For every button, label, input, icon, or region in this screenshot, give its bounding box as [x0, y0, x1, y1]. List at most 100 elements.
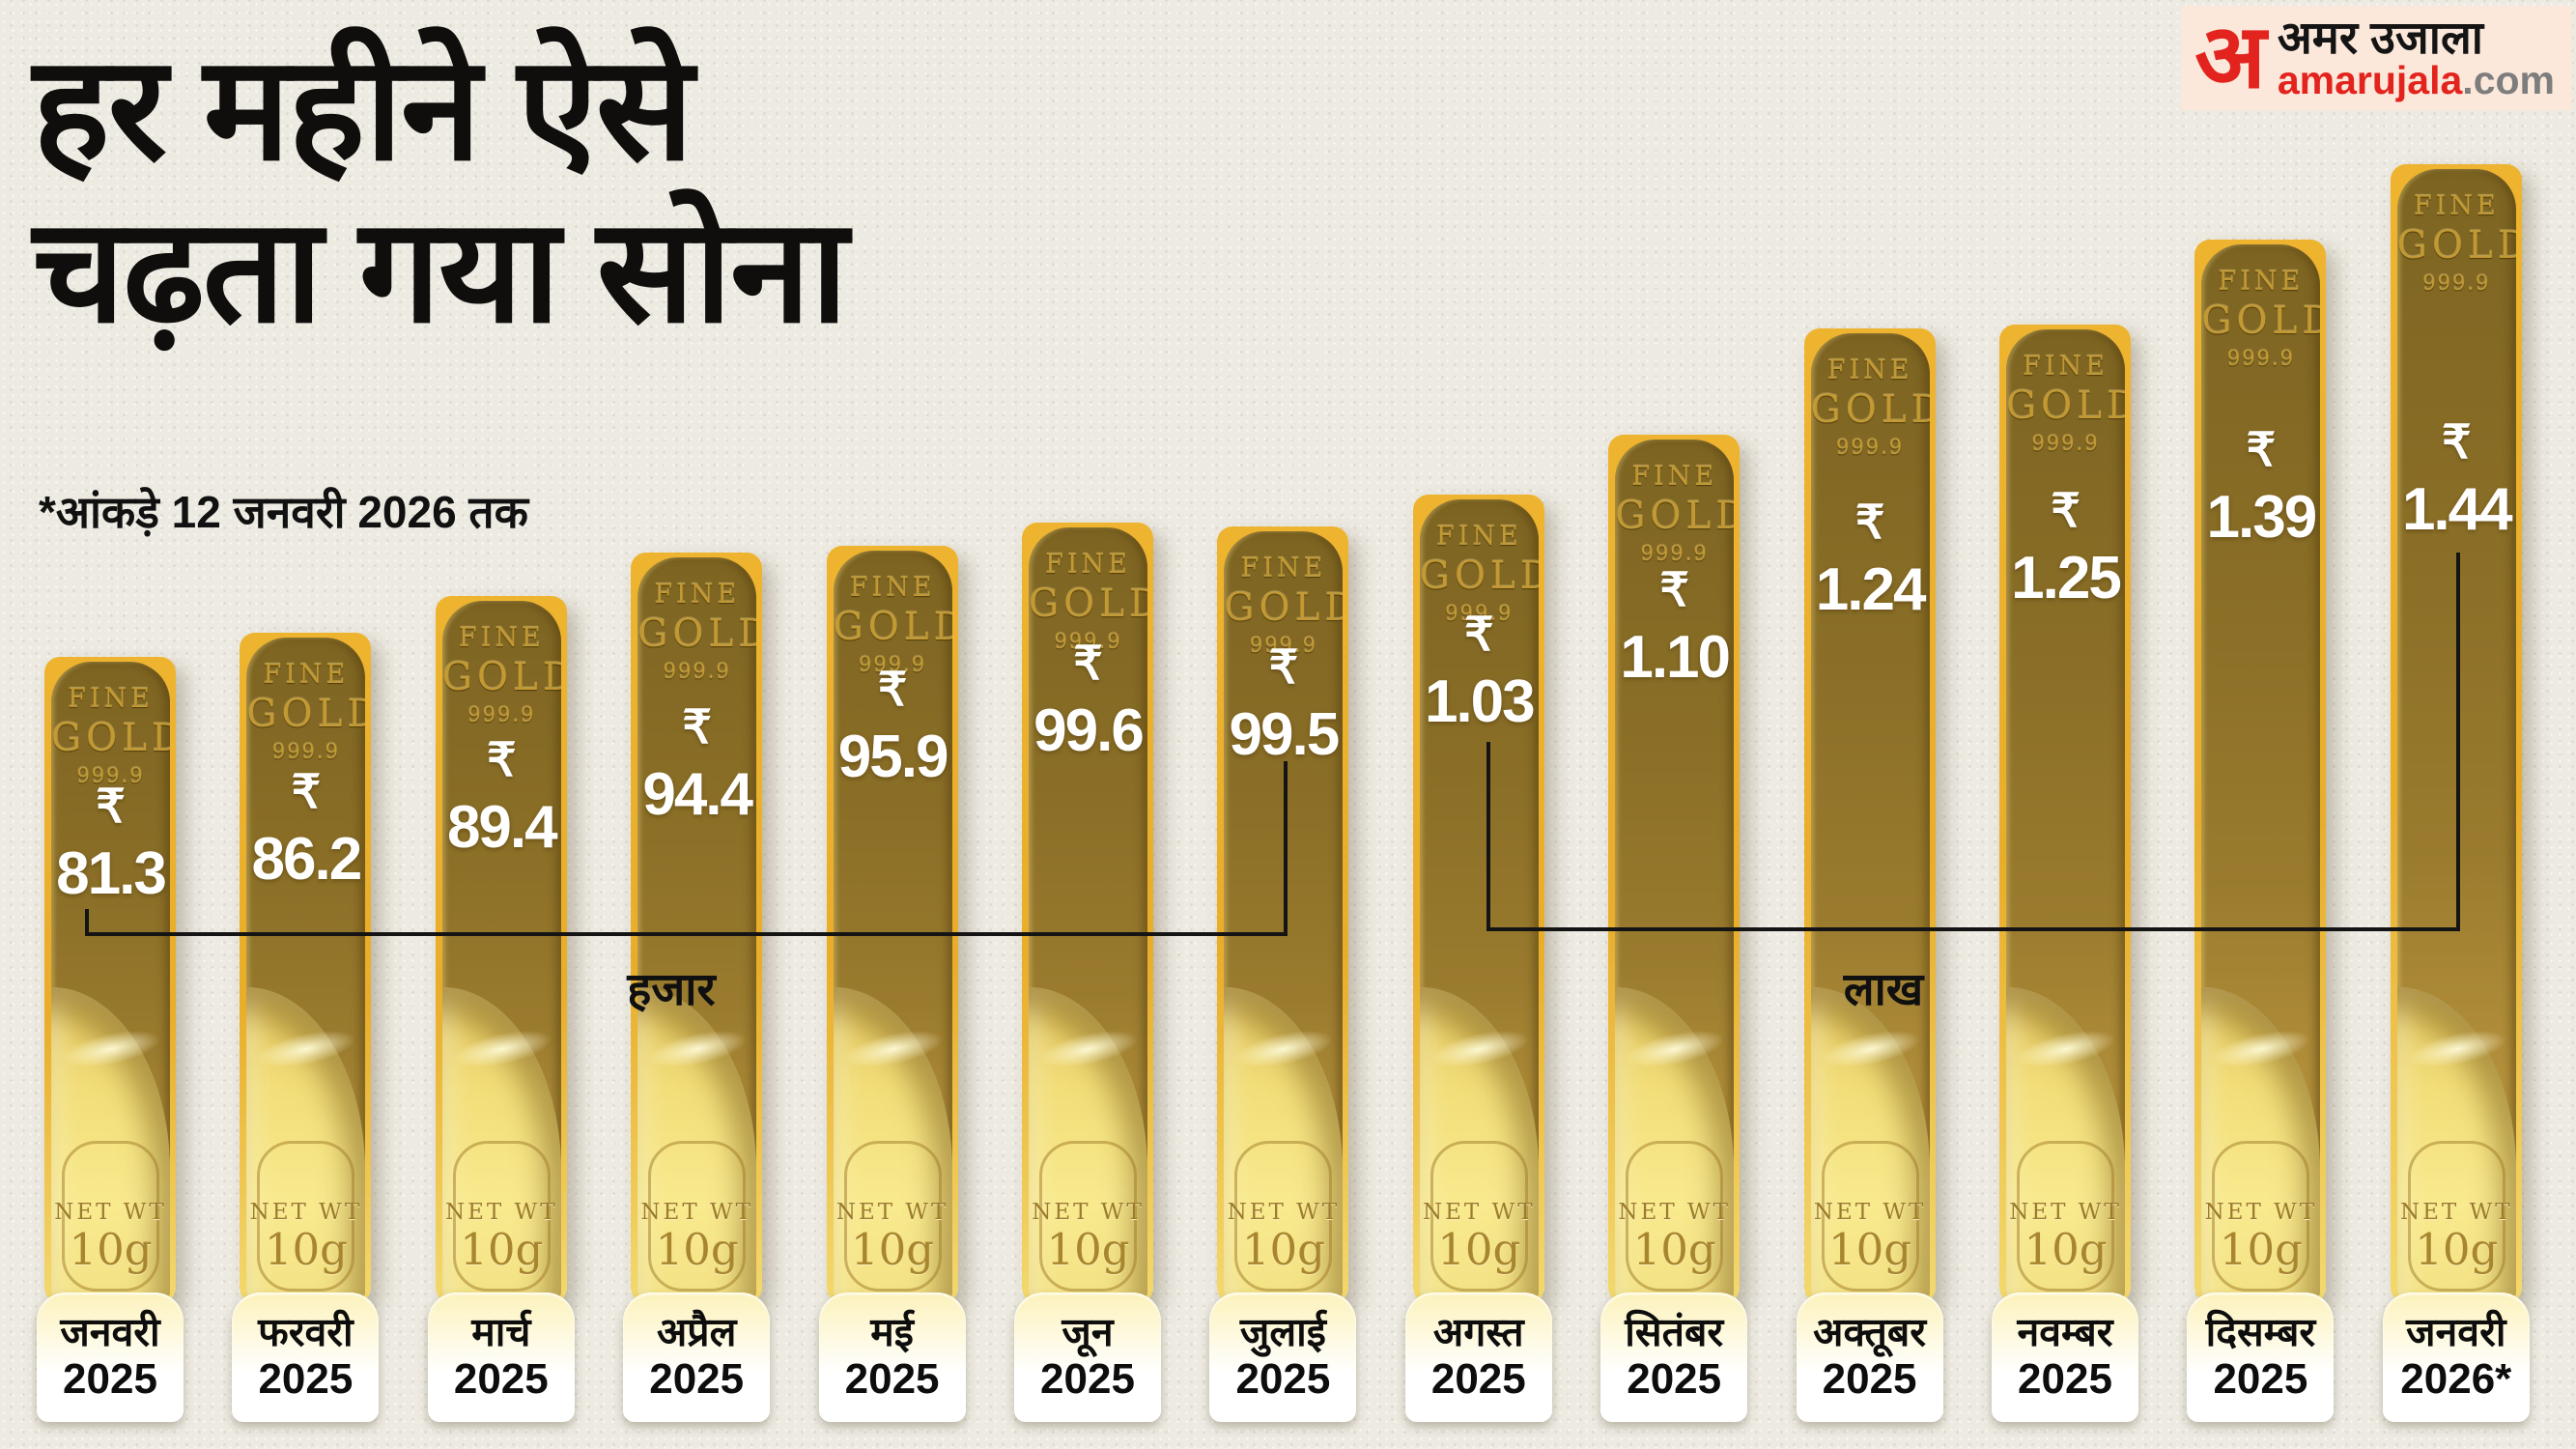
gold-bar-face: FINE GOLD 999.9 ₹ 1.03 NET WT 10g — [1419, 499, 1539, 1306]
gold-bar: FINE GOLD 999.9 ₹ 1.10 NET WT 10g — [1608, 435, 1741, 1306]
gold-bar-face: FINE GOLD 999.9 ₹ 81.3 NET WT 10g — [51, 662, 170, 1306]
month-year: 2025 — [1040, 1355, 1135, 1404]
bar-value: 94.4 — [642, 761, 753, 828]
net-wt-ring — [1039, 1141, 1137, 1292]
bar-value: 99.5 — [1229, 701, 1341, 768]
stamp-net-wt: NET WT — [2400, 1200, 2513, 1226]
lakh-bracket-line — [1486, 927, 2460, 931]
stamp-weight: 10g — [2219, 1223, 2303, 1275]
net-wt-ring — [1430, 1141, 1528, 1292]
stamp-net-wt: NET WT — [445, 1200, 558, 1226]
rupee-symbol: ₹ — [2246, 425, 2277, 476]
stamp-purity: 999.9 — [1836, 435, 1905, 459]
month-name: जनवरी — [60, 1310, 160, 1355]
net-wt-stamp: NET WT 10g — [246, 1200, 365, 1273]
lakh-bracket-stub-right — [2456, 553, 2460, 931]
fine-gold-stamp: FINE GOLD 999.9 — [637, 579, 756, 684]
bar-value-block: ₹ 99.6 — [1029, 637, 1147, 765]
lakh-unit-label: लाख — [1843, 963, 1924, 1014]
lakh-bracket-stub-left — [1486, 742, 1490, 931]
stamp-weight: 10g — [1828, 1223, 1912, 1275]
stamp-gold: GOLD — [246, 692, 365, 736]
month-name: दिसम्बर — [2205, 1310, 2316, 1355]
gold-bar: FINE GOLD 999.9 ₹ 99.6 NET WT 10g — [1022, 523, 1153, 1306]
bar-value: 95.9 — [837, 724, 949, 790]
gold-bar: FINE GOLD 999.9 ₹ 94.4 NET WT 10g — [631, 553, 763, 1306]
net-wt-stamp: NET WT 10g — [2397, 1200, 2516, 1275]
stamp-weight: 10g — [69, 1223, 153, 1275]
amar-ujala-logo-icon: अ — [2194, 8, 2266, 107]
stamp-fine: FINE — [1045, 550, 1131, 580]
bar-value: 1.10 — [1620, 624, 1731, 691]
gold-bar-face: FINE GOLD 999.9 ₹ 89.4 NET WT 10g — [441, 601, 561, 1306]
gold-bar: FINE GOLD 999.9 ₹ 1.39 NET WT 10g — [2194, 240, 2327, 1306]
bar-value-block: ₹ 1.24 — [1811, 496, 1930, 624]
bar-value-block: ₹ 1.44 — [2397, 415, 2516, 544]
net-wt-ring — [62, 1141, 159, 1292]
bar-value: 1.44 — [2401, 476, 2513, 543]
month-name: मई — [870, 1310, 914, 1355]
stamp-weight: 10g — [1241, 1223, 1325, 1275]
stamp-fine: FINE — [458, 623, 545, 653]
fine-gold-stamp: FINE GOLD 999.9 — [2397, 190, 2516, 296]
rupee-symbol: ₹ — [487, 735, 517, 786]
month-year: 2025 — [844, 1355, 940, 1404]
stamp-gold: GOLD — [1419, 554, 1539, 598]
stamp-fine: FINE — [263, 660, 350, 690]
gold-bar: FINE GOLD 999.9 ₹ 1.24 NET WT 10g — [1803, 328, 1936, 1306]
month-name: जुलाई — [1239, 1310, 1326, 1355]
bar-value-block: ₹ 95.9 — [834, 663, 952, 791]
month-name: फरवरी — [258, 1310, 354, 1355]
thousand-bracket-line — [85, 932, 1288, 936]
stamp-gold: GOLD — [1029, 582, 1147, 626]
gold-bar-face: FINE GOLD 999.9 ₹ 86.2 NET WT 10g — [246, 638, 366, 1306]
stamp-weight: 10g — [1437, 1223, 1521, 1275]
net-wt-stamp: NET WT 10g — [1615, 1200, 1734, 1273]
logo-brand-tld: .com — [2462, 58, 2555, 103]
net-wt-ring — [648, 1141, 747, 1292]
net-wt-ring — [1821, 1141, 1919, 1292]
net-wt-ring — [2407, 1141, 2505, 1292]
bar-value-block: ₹ 99.5 — [1224, 640, 1343, 769]
rupee-symbol: ₹ — [2051, 486, 2081, 537]
month-year: 2025 — [1822, 1355, 1917, 1404]
net-wt-ring — [1626, 1141, 1724, 1292]
stamp-net-wt: NET WT — [640, 1200, 753, 1226]
rupee-symbol: ₹ — [96, 781, 126, 833]
gold-bar: FINE GOLD 999.9 ₹ 1.25 NET WT 10g — [1999, 325, 2131, 1306]
month-label: जनवरी 2025 — [37, 1293, 184, 1422]
bar-value-block: ₹ 81.3 — [51, 780, 170, 908]
logo-brand-en: amarujala — [2277, 58, 2463, 103]
gold-bar-face: FINE GOLD 999.9 ₹ 99.5 NET WT 10g — [1224, 531, 1344, 1306]
gold-bar-face: FINE GOLD 999.9 ₹ 94.4 NET WT 10g — [637, 557, 757, 1306]
fine-gold-stamp: FINE GOLD 999.9 — [2006, 351, 2125, 456]
month-label: अप्रैल 2025 — [623, 1293, 771, 1422]
stamp-weight: 10g — [460, 1223, 544, 1275]
fine-gold-stamp: FINE GOLD 999.9 — [2201, 266, 2320, 371]
fine-gold-stamp: FINE GOLD 999.9 — [1029, 549, 1147, 654]
month-label: सितंबर 2025 — [1600, 1293, 1748, 1422]
gold-bar: FINE GOLD 999.9 ₹ 95.9 NET WT 10g — [826, 546, 958, 1306]
stamp-fine: FINE — [849, 573, 936, 603]
gold-bar: FINE GOLD 999.9 ₹ 89.4 NET WT 10g — [435, 596, 567, 1306]
stamp-gold: GOLD — [637, 611, 756, 656]
stamp-fine: FINE — [1826, 355, 1913, 385]
stamp-net-wt: NET WT — [2009, 1200, 2122, 1226]
stamp-weight: 10g — [2415, 1223, 2499, 1275]
bar-value-block: ₹ 1.39 — [2201, 423, 2320, 552]
bar-value-block: ₹ 94.4 — [637, 700, 756, 829]
month-name: जून — [1062, 1310, 1114, 1355]
rupee-symbol: ₹ — [2442, 417, 2472, 469]
bar-value-block: ₹ 1.10 — [1615, 563, 1734, 692]
month-label: दिसम्बर 2025 — [2187, 1293, 2335, 1422]
stamp-weight: 10g — [655, 1223, 739, 1275]
page-title: हर महीने ऐसे चढ़ता गया सोना — [33, 27, 1144, 352]
stamp-fine: FINE — [1435, 522, 1522, 552]
month-year: 2025 — [2018, 1355, 2112, 1404]
stamp-purity: 999.9 — [467, 702, 536, 726]
bar-value-block: ₹ 86.2 — [246, 765, 365, 894]
stamp-gold: GOLD — [51, 716, 170, 760]
rupee-symbol: ₹ — [1464, 610, 1494, 661]
gold-bar: FINE GOLD 999.9 ₹ 86.2 NET WT 10g — [240, 633, 372, 1306]
fine-gold-stamp: FINE GOLD 999.9 — [1420, 521, 1539, 626]
